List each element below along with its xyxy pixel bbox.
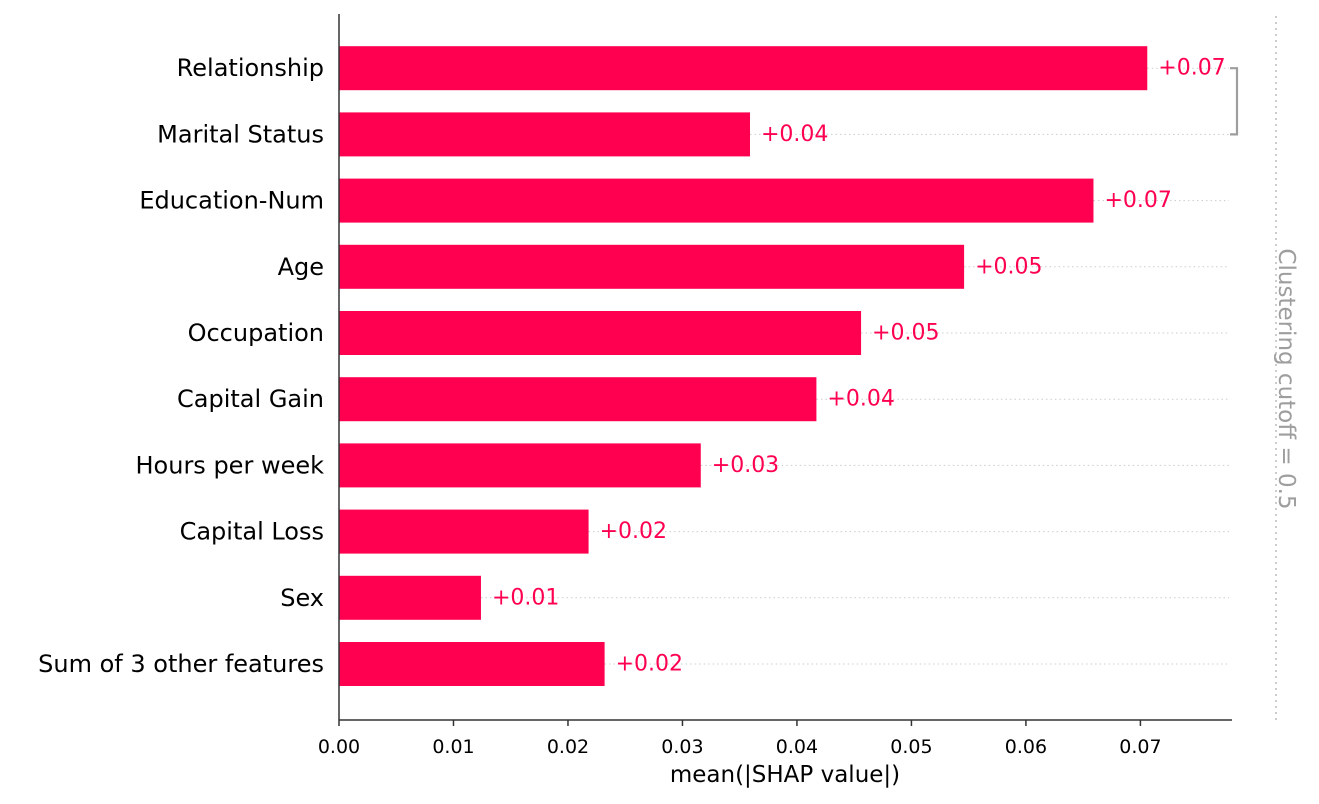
feature-label-capital-gain: Capital Gain <box>177 385 324 413</box>
feature-label-capital-loss: Capital Loss <box>180 518 324 546</box>
value-labels-group: +0.07 +0.04 +0.07 +0.05 +0.05 +0.04 +0.03 +0.02… <box>492 56 1226 677</box>
x-tick-label-4: 0.04 <box>776 736 818 758</box>
x-tick-label-3: 0.03 <box>661 736 703 758</box>
x-tick-label-0: 0.00 <box>318 736 360 758</box>
feature-label-marital-status: Marital Status <box>157 120 324 148</box>
feature-label-education-num: Education-Num <box>139 187 324 215</box>
bar-marital-status <box>339 112 751 157</box>
value-label-sum-of-3-other-features: +0.02 <box>616 652 683 677</box>
value-label-occupation: +0.05 <box>872 321 939 346</box>
value-label-age: +0.05 <box>975 254 1042 279</box>
feature-labels-group: Relationship Marital Status Education-Num A… <box>38 54 324 678</box>
x-tick-label-7: 0.07 <box>1119 736 1161 758</box>
clustering-group: Clustering cutoff = 0.5 <box>1230 16 1299 720</box>
x-tick-label-5: 0.05 <box>890 736 932 758</box>
x-ticks-group: 0.00 0.01 0.02 0.03 0.04 0.05 0.06 0.07 <box>318 720 1162 758</box>
x-axis-title: mean(|SHAP value|) <box>670 762 900 788</box>
bar-sum-of-3-other-features <box>339 642 605 686</box>
feature-label-sum-of-3-other-features: Sum of 3 other features <box>38 650 324 678</box>
feature-label-sex: Sex <box>280 584 324 612</box>
feature-label-age: Age <box>278 253 324 281</box>
value-label-sex: +0.01 <box>492 585 559 610</box>
value-label-education-num: +0.07 <box>1104 188 1171 213</box>
value-label-hours-per-week: +0.03 <box>712 453 779 478</box>
value-label-capital-loss: +0.02 <box>600 519 667 544</box>
bar-occupation <box>339 311 862 355</box>
feature-label-hours-per-week: Hours per week <box>136 451 325 479</box>
value-label-marital-status: +0.04 <box>761 122 828 147</box>
axes-group <box>338 14 1232 721</box>
feature-label-occupation: Occupation <box>188 319 324 347</box>
x-tick-label-6: 0.06 <box>1005 736 1047 758</box>
x-tick-label-1: 0.01 <box>432 736 474 758</box>
value-label-capital-gain: +0.04 <box>827 387 894 412</box>
bar-hours-per-week <box>339 443 701 488</box>
row-guides <box>480 67 1229 665</box>
clustering-cutoff-label: Clustering cutoff = 0.5 <box>1273 248 1299 509</box>
cluster-bracket-0 <box>1230 67 1239 136</box>
bar-capital-loss <box>339 509 589 554</box>
bar-capital-gain <box>339 377 817 422</box>
x-tick-label-2: 0.02 <box>547 736 589 758</box>
feature-label-relationship: Relationship <box>177 54 324 82</box>
bar-sex <box>339 575 481 620</box>
bar-age <box>339 244 965 289</box>
bar-education-num <box>339 178 1094 223</box>
bar-relationship <box>339 46 1148 91</box>
value-label-relationship: +0.07 <box>1158 56 1225 81</box>
bars-group <box>339 46 1148 686</box>
